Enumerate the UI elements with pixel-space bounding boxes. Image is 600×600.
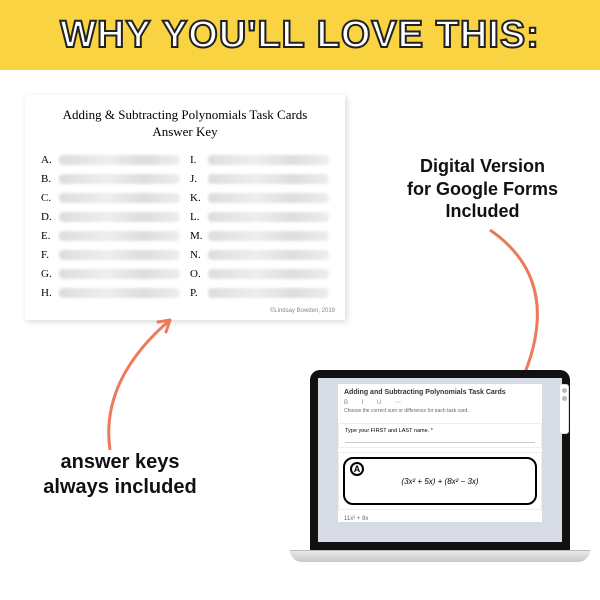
answer-col-right: I.J.K.L.M.N.O.P. bbox=[190, 151, 329, 303]
answer-line: L. bbox=[190, 208, 329, 227]
answer-line: I. bbox=[190, 151, 329, 170]
form-side-toolbar bbox=[559, 384, 562, 434]
answer-line: C. bbox=[41, 189, 180, 208]
answer-line: E. bbox=[41, 227, 180, 246]
form-option-1: 11x² + 8x bbox=[338, 516, 542, 522]
callout-digital-version: Digital Version for Google Forms Include… bbox=[395, 155, 570, 223]
laptop-screen: Adding and Subtracting Polynomials Task … bbox=[310, 370, 570, 550]
form-name-prompt: Type your FIRST and LAST name. * bbox=[345, 428, 535, 434]
headline-banner: WHY YOU'LL LOVE THIS: bbox=[0, 0, 600, 70]
task-expression: (3x² + 5x) + (8x² − 3x) bbox=[401, 477, 478, 486]
answer-key-preview: Adding & Subtracting Polynomials Task Ca… bbox=[25, 95, 345, 320]
answer-line: M. bbox=[190, 227, 329, 246]
answer-line: A. bbox=[41, 151, 180, 170]
form-toolbar: B I U ⋯ bbox=[344, 399, 536, 406]
laptop-base bbox=[290, 550, 590, 562]
form-input-line bbox=[345, 437, 535, 443]
arrow-left bbox=[90, 310, 210, 460]
form-subtitle: Choose the correct sum or difference for… bbox=[344, 408, 536, 414]
answer-key-title: Adding & Subtracting Polynomials Task Ca… bbox=[41, 107, 329, 141]
task-letter-badge: A bbox=[350, 462, 364, 476]
copyright-text: ©Lindsay Bowden, 2019 bbox=[270, 308, 335, 314]
answer-columns: A.B.C.D.E.F.G.H. I.J.K.L.M.N.O.P. bbox=[41, 151, 329, 303]
answer-col-left: A.B.C.D.E.F.G.H. bbox=[41, 151, 180, 303]
answer-line: P. bbox=[190, 284, 329, 303]
form-title: Adding and Subtracting Polynomials Task … bbox=[344, 389, 536, 396]
headline-text: WHY YOU'LL LOVE THIS: bbox=[60, 14, 540, 57]
answer-line: F. bbox=[41, 246, 180, 265]
answer-line: J. bbox=[190, 170, 329, 189]
answer-line: G. bbox=[41, 265, 180, 284]
google-form-preview: Adding and Subtracting Polynomials Task … bbox=[318, 378, 562, 542]
answer-line: O. bbox=[190, 265, 329, 284]
callout-answer-keys: answer keys always included bbox=[35, 450, 205, 500]
answer-line: K. bbox=[190, 189, 329, 208]
task-card-a: A (3x² + 5x) + (8x² − 3x) bbox=[338, 452, 542, 510]
answer-line: H. bbox=[41, 284, 180, 303]
form-name-question: Type your FIRST and LAST name. * bbox=[338, 423, 542, 448]
answer-line: B. bbox=[41, 170, 180, 189]
answer-line: N. bbox=[190, 246, 329, 265]
answer-line: D. bbox=[41, 208, 180, 227]
laptop-mockup: Adding and Subtracting Polynomials Task … bbox=[290, 370, 590, 580]
